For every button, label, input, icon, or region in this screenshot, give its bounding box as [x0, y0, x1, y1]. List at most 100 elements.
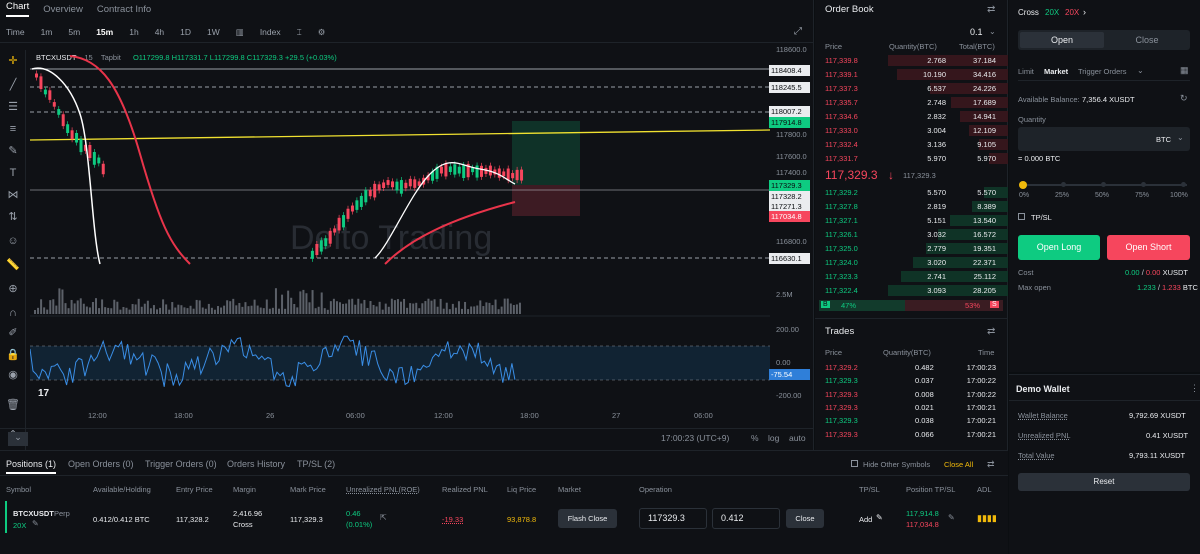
- tf-index[interactable]: Index: [259, 27, 281, 37]
- edit-icon[interactable]: ✎: [32, 519, 39, 528]
- share-icon[interactable]: ⇱: [380, 513, 387, 522]
- hide-other-checkbox[interactable]: [851, 460, 858, 467]
- tab-contract-info[interactable]: Contract Info: [96, 3, 152, 15]
- chevron-right-icon[interactable]: ›: [1083, 7, 1086, 17]
- order-type-limit[interactable]: Limit: [1018, 67, 1034, 76]
- close-qty-input[interactable]: 0.412: [712, 508, 780, 529]
- log-toggle[interactable]: log: [768, 433, 780, 443]
- tf-time[interactable]: Time: [6, 27, 25, 37]
- tab-orders-history[interactable]: Orders History: [227, 459, 286, 469]
- trash-icon[interactable]: 🗑: [6, 399, 20, 411]
- tf-15m[interactable]: 15m: [96, 27, 114, 37]
- bid-row[interactable]: 117,326.1 3.032 16.572: [815, 228, 1008, 241]
- slider-tick[interactable]: [1181, 182, 1186, 187]
- settings-icon[interactable]: ⚙: [317, 26, 326, 37]
- orderbook-settings-icon[interactable]: ⇄: [987, 4, 996, 15]
- reset-button[interactable]: Reset: [1018, 473, 1190, 491]
- quantity-input[interactable]: BTC ⌄: [1018, 127, 1190, 151]
- fib-icon[interactable]: ≡: [9, 123, 17, 135]
- magnet-icon[interactable]: ∩: [9, 307, 17, 319]
- open-long-button[interactable]: Open Long: [1018, 235, 1100, 260]
- tab-chart[interactable]: Chart: [6, 1, 30, 17]
- ask-row[interactable]: 117,333.0 3.004 12.109: [815, 124, 1008, 137]
- bid-row[interactable]: 117,327.1 5.151 13.540: [815, 214, 1008, 227]
- pos-leverage[interactable]: 20X: [13, 521, 27, 530]
- auto-toggle[interactable]: auto: [789, 433, 806, 443]
- ask-row[interactable]: 117,331.7 5.970 5.970: [815, 152, 1008, 165]
- trades-settings-icon[interactable]: ⇄: [987, 326, 996, 337]
- close-button[interactable]: Close: [786, 509, 824, 528]
- pos-symbol[interactable]: BTCXUSDT: [13, 509, 54, 518]
- percent-toggle[interactable]: %: [751, 433, 759, 443]
- precision-select[interactable]: 0.1: [970, 27, 983, 37]
- pattern-icon[interactable]: ⋈: [7, 189, 19, 201]
- flash-close-button[interactable]: Flash Close: [558, 509, 617, 528]
- add-tpsl-link[interactable]: Add: [859, 515, 873, 524]
- open-short-button[interactable]: Open Short: [1107, 235, 1190, 260]
- order-type-market[interactable]: Market: [1044, 67, 1069, 76]
- open-tab[interactable]: Open: [1020, 32, 1104, 48]
- chevron-down-icon[interactable]: ⌄: [1177, 133, 1184, 142]
- chevron-down-icon[interactable]: ⌄: [989, 27, 996, 36]
- text-icon[interactable]: T: [9, 167, 17, 179]
- bid-row[interactable]: 117,322.4 3.093 28.205: [815, 284, 1008, 297]
- tf-1w[interactable]: 1W: [207, 27, 220, 37]
- bid-row[interactable]: 117,324.0 3.020 22.371: [815, 256, 1008, 269]
- order-type-trigger[interactable]: Trigger Orders: [1078, 67, 1127, 76]
- chart-type-icon[interactable]: ⌶: [296, 26, 302, 37]
- trendline-icon[interactable]: ╱: [9, 79, 17, 91]
- close-tab[interactable]: Close: [1135, 35, 1159, 45]
- leverage-long[interactable]: 20X: [1045, 8, 1060, 17]
- tpsl-checkbox[interactable]: [1018, 213, 1025, 220]
- calculator-icon[interactable]: ▦: [1180, 65, 1189, 75]
- margin-mode[interactable]: Cross: [1018, 8, 1039, 17]
- lock-icon[interactable]: 🔒: [6, 349, 20, 361]
- bid-row[interactable]: 117,327.8 2.819 8.389: [815, 200, 1008, 213]
- tab-open-orders[interactable]: Open Orders (0): [68, 459, 134, 469]
- fullscreen-icon[interactable]: ⤢: [794, 26, 802, 37]
- ask-row[interactable]: 117,339.8 2.768 37.184: [815, 54, 1008, 67]
- bid-row[interactable]: 117,329.2 5.570 5.570: [815, 186, 1008, 199]
- close-all-link[interactable]: Close All: [944, 460, 974, 469]
- ask-row[interactable]: 117,335.7 2.748 17.689: [815, 96, 1008, 109]
- refresh-icon[interactable]: ↻: [1180, 93, 1188, 103]
- bid-row[interactable]: 117,323.3 2.741 25.112: [815, 270, 1008, 283]
- tf-1d[interactable]: 1D: [180, 27, 192, 37]
- ruler-icon[interactable]: 📏: [6, 259, 20, 271]
- ask-row[interactable]: 117,339.1 10.190 34.416: [815, 68, 1008, 81]
- tf-4h[interactable]: 4h: [154, 27, 165, 37]
- price-chart[interactable]: Delto Trading 17: [30, 44, 770, 406]
- tf-1h[interactable]: 1h: [129, 27, 139, 37]
- settings-icon[interactable]: ⇄: [987, 459, 995, 469]
- tab-trigger-orders[interactable]: Trigger Orders (0): [145, 459, 217, 469]
- ask-row[interactable]: 117,337.3 6.537 24.226: [815, 82, 1008, 95]
- leverage-short[interactable]: 20X: [1065, 8, 1080, 17]
- lock-drawing-icon[interactable]: ✐: [8, 327, 18, 339]
- bid-row[interactable]: 117,325.0 2.779 19.351: [815, 242, 1008, 255]
- brush-icon[interactable]: ✎: [8, 145, 18, 157]
- ask-row[interactable]: 117,334.6 2.832 14.941: [815, 110, 1008, 123]
- tab-positions[interactable]: Positions (1): [6, 459, 57, 474]
- close-price-input[interactable]: 117329.3: [639, 508, 707, 529]
- crosshair-icon[interactable]: ✛: [8, 55, 18, 67]
- slider-tick[interactable]: [1141, 182, 1146, 187]
- edit-icon[interactable]: ✎: [948, 513, 955, 522]
- scroll-icon[interactable]: ⌄: [8, 432, 28, 446]
- tab-overview[interactable]: Overview: [43, 3, 83, 15]
- slider-tick[interactable]: [1061, 182, 1066, 187]
- emoji-icon[interactable]: ☺: [7, 235, 19, 247]
- tab-tpsl[interactable]: TP/SL (2): [297, 459, 336, 469]
- quantity-unit[interactable]: BTC: [1156, 135, 1171, 144]
- chevron-down-icon[interactable]: ⌄: [1137, 66, 1144, 75]
- indicators-icon[interactable]: ▥: [235, 26, 244, 37]
- menu-icon[interactable]: ⋮: [1190, 383, 1199, 393]
- edit-icon[interactable]: ✎: [876, 513, 883, 522]
- tf-1m[interactable]: 1m: [40, 27, 53, 37]
- tf-5m[interactable]: 5m: [68, 27, 81, 37]
- hlines-icon[interactable]: ☰: [8, 101, 18, 113]
- slider-tick[interactable]: [1101, 182, 1106, 187]
- eye-icon[interactable]: ◉: [8, 369, 18, 381]
- slider-handle[interactable]: [1019, 181, 1027, 189]
- zoom-icon[interactable]: ⊕: [8, 283, 18, 295]
- measure-icon[interactable]: ⇅: [8, 211, 18, 223]
